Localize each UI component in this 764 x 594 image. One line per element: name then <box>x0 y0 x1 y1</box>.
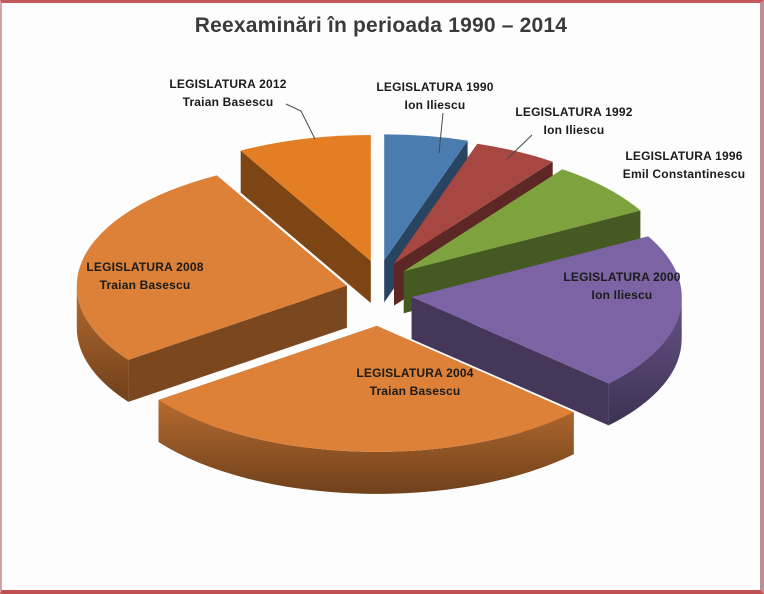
leader-line-2012 <box>285 103 316 140</box>
pie-slice-2004 <box>158 325 574 494</box>
pie-slice-2000-rim <box>608 297 682 426</box>
pie-slice-1990-top <box>384 134 468 261</box>
pie-slice-2000 <box>411 236 682 426</box>
pie-slice-2012 <box>240 135 371 303</box>
chart-title: Reexaminări în perioada 1990 – 2014 <box>194 14 568 37</box>
pie-slice-2008-side <box>128 285 347 402</box>
leader-line-1992 <box>506 134 533 160</box>
pie-slice-1996-top <box>403 169 641 272</box>
pie-slice-2012-side <box>240 150 371 303</box>
pie-slice-2008 <box>76 175 347 402</box>
pie-3d-chart <box>76 103 682 494</box>
pie-slice-2008-top <box>76 175 347 360</box>
pie-slice-2012-top <box>240 135 371 261</box>
pie-slice-2000-side <box>411 297 609 426</box>
pie-slice-2004-rim <box>158 400 574 494</box>
leader-line-1990 <box>438 112 444 154</box>
pie-slice-2000-top <box>411 236 682 384</box>
pie-slice-1992-top <box>394 143 553 264</box>
pie-slice-2004-top <box>158 325 574 452</box>
pie-slice-2008-rim <box>76 285 129 402</box>
